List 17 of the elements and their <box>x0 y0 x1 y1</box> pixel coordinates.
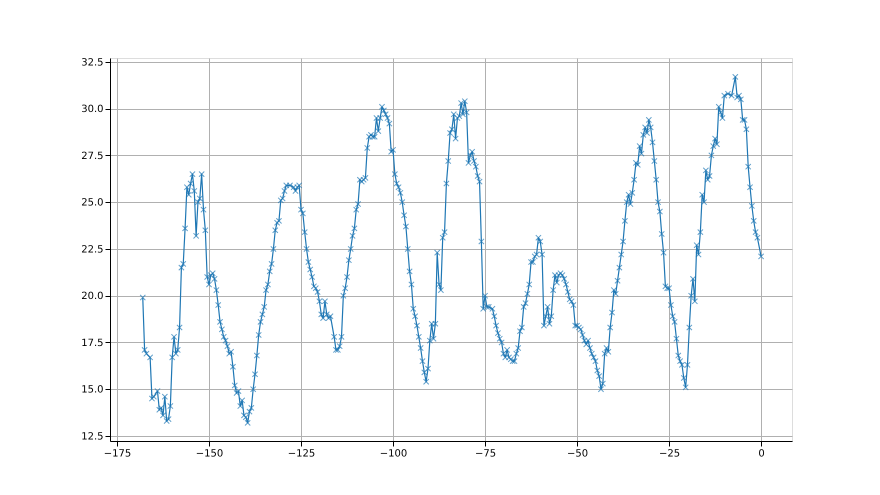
x-tick-label: 0 <box>758 448 765 460</box>
y-tick-label: 30.0 <box>81 104 104 116</box>
y-tick-label: 12.5 <box>81 431 104 442</box>
y-tick-label: 22.5 <box>81 244 104 256</box>
x-tick-label: −175 <box>104 448 132 460</box>
y-tick-label: 17.5 <box>81 338 104 349</box>
y-tick-label: 20.0 <box>81 291 104 302</box>
x-tick-label: −50 <box>567 448 588 460</box>
x-tick-label: −100 <box>380 448 408 460</box>
x-tick-label: −125 <box>288 448 316 460</box>
y-tick-label: 15.0 <box>81 384 104 396</box>
x-tick-label: −25 <box>659 448 680 460</box>
y-tick-label: 32.5 <box>81 57 104 68</box>
y-tick-label: 25.0 <box>81 198 104 209</box>
x-tick-label: −75 <box>474 448 496 460</box>
y-tick-label: 27.5 <box>81 150 104 162</box>
x-tick-label: −150 <box>196 448 224 460</box>
